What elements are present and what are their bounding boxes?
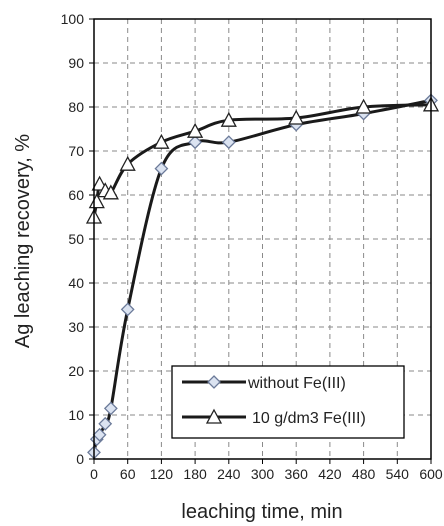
x-tick-label: 540 <box>386 466 410 482</box>
x-tick-label: 180 <box>183 466 207 482</box>
x-axis-label: leaching time, min <box>181 501 342 523</box>
data-point-diamond <box>188 135 203 150</box>
legend-box <box>171 365 405 439</box>
y-tick-label: 10 <box>68 407 84 423</box>
y-tick-label: 80 <box>68 99 84 115</box>
y-tick-label: 50 <box>68 231 84 247</box>
y-tick-label: 70 <box>68 143 84 159</box>
data-point-triangle <box>355 98 372 114</box>
legend: without Fe(III) 10 g/dm3 Fe(III) <box>171 365 405 439</box>
legend-marker-triangle <box>205 408 223 424</box>
data-point-triangle <box>102 184 119 200</box>
y-axis-label: Ag leaching recovery, % <box>12 134 34 348</box>
data-point-triangle <box>187 122 204 138</box>
data-point-diamond <box>221 135 236 150</box>
y-tick-label: 90 <box>68 55 84 71</box>
data-point-diamond <box>98 416 113 431</box>
legend-label-without-fe: without Fe(III) <box>247 375 346 392</box>
data-point-diamond <box>103 401 118 416</box>
x-tick-label: 120 <box>150 466 174 482</box>
y-tick-label: 30 <box>68 319 84 335</box>
axis-ticks: 0 60 120 180 240 300 360 420 480 540 600 0 10 20 30 40 5… <box>61 11 443 482</box>
x-tick-label: 300 <box>251 466 275 482</box>
y-tick-label: 40 <box>68 275 84 291</box>
x-tick-label: 480 <box>352 466 376 482</box>
y-tick-label: 100 <box>61 11 85 27</box>
data-point-diamond <box>120 302 135 317</box>
x-tick-label: 600 <box>419 466 443 482</box>
legend-label-with-fe: 10 g/dm3 Fe(III) <box>252 410 366 427</box>
data-point-diamond <box>92 427 107 442</box>
x-tick-label: 360 <box>285 466 309 482</box>
x-tick-label: 0 <box>90 466 98 482</box>
x-tick-label: 420 <box>318 466 342 482</box>
data-point-triangle <box>220 111 237 127</box>
x-tick-label: 240 <box>217 466 241 482</box>
series-layer <box>85 93 440 460</box>
data-point-diamond <box>154 161 169 176</box>
y-tick-label: 0 <box>76 451 84 467</box>
data-point-triangle <box>288 109 305 125</box>
x-tick-label: 60 <box>120 466 136 482</box>
data-point-triangle <box>153 133 170 149</box>
legend-marker-diamond <box>207 375 221 389</box>
y-tick-label: 20 <box>68 363 84 379</box>
data-point-triangle <box>119 155 136 171</box>
y-tick-label: 60 <box>68 187 84 203</box>
